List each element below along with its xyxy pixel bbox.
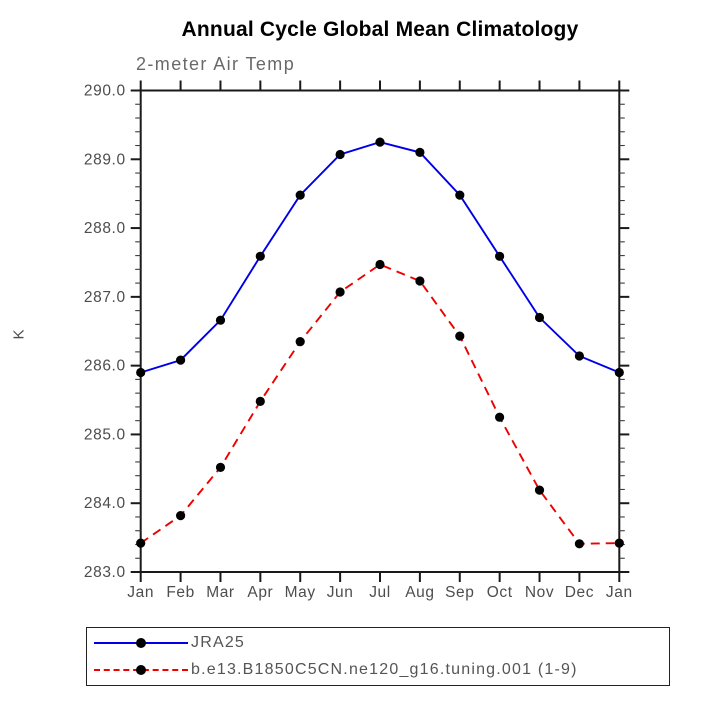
data-point-marker [335, 287, 345, 297]
y-axis-tick-label: 286.0 [84, 358, 126, 375]
data-point-marker [215, 462, 226, 472]
x-axis-tick-label: Feb [166, 584, 195, 601]
x-axis-tick-label: Mar [206, 584, 235, 601]
y-axis-tick-label: 290.0 [84, 83, 126, 100]
data-point-marker [455, 331, 465, 341]
series-line-model [140, 263, 620, 545]
x-axis-tick-label: Oct [487, 584, 513, 601]
y-axis-tick-label: 284.0 [84, 495, 126, 512]
data-point-marker [255, 396, 265, 406]
legend-marker-dot-icon [136, 638, 146, 648]
data-point-marker [335, 149, 345, 160]
legend-item-model-run: b.e13.B1850C5CN.ne120_g16.tuning.001 (1-… [94, 658, 669, 682]
x-axis-tick-label: Jan [127, 584, 154, 601]
data-point-marker [176, 355, 186, 365]
data-point-marker [614, 538, 624, 548]
data-point-marker [176, 510, 186, 521]
x-axis-tick-label: Apr [247, 584, 273, 601]
legend-label-jra25: JRA25 [191, 634, 246, 651]
x-axis-tick-label: Nov [525, 584, 554, 601]
chart-main-title: Annual Cycle Global Mean Climatology [181, 18, 579, 41]
data-point-marker [574, 539, 585, 549]
x-axis-tick-label: Jun [327, 584, 354, 601]
y-axis-tick-label: 289.0 [84, 151, 126, 168]
data-point-marker [136, 367, 146, 378]
x-axis-tick-label: Jan [606, 584, 633, 601]
data-point-marker [614, 367, 624, 378]
legend-marker-dot-icon [136, 665, 146, 675]
data-point-marker [534, 312, 545, 323]
data-point-marker [455, 190, 465, 200]
data-point-marker [415, 147, 425, 157]
y-axis-tick-label: 287.0 [84, 289, 126, 306]
legend-line-sample-solid-blue [94, 638, 188, 648]
y-axis-tick-label: 283.0 [84, 564, 126, 581]
plot-box [139, 89, 621, 573]
x-axis-tick-label: May [285, 584, 316, 601]
data-point-marker [495, 412, 505, 422]
legend-line-sample-dashed-red [94, 665, 188, 675]
y-axis-tick-label: 288.0 [84, 220, 126, 237]
data-point-marker [255, 251, 265, 261]
legend: JRA25 b.e13.B1850C5CN.ne120_g16.tuning.0… [86, 627, 670, 686]
data-point-marker [574, 351, 585, 361]
legend-label-model-run: b.e13.B1850C5CN.ne120_g16.tuning.001 (1-… [191, 661, 578, 678]
chart-subtitle: 2-meter Air Temp [136, 54, 296, 74]
x-axis-tick-label: Jul [369, 584, 391, 601]
x-axis-tick-label: Sep [445, 584, 474, 601]
data-point-marker [295, 190, 305, 200]
data-point-marker [375, 259, 385, 270]
data-point-marker [415, 276, 425, 286]
y-axis-tick-label: 285.0 [84, 426, 126, 443]
data-point-marker [495, 251, 505, 261]
x-axis-tick-label: Aug [405, 584, 434, 601]
data-point-marker [375, 137, 385, 147]
data-point-marker [136, 538, 146, 548]
x-axis-tick-label: Dec [565, 584, 594, 601]
data-point-marker [534, 485, 545, 495]
data-point-marker [295, 337, 305, 347]
legend-item-jra25: JRA25 [94, 631, 669, 655]
data-point-marker [215, 315, 226, 325]
series-line-jra25 [140, 141, 620, 374]
